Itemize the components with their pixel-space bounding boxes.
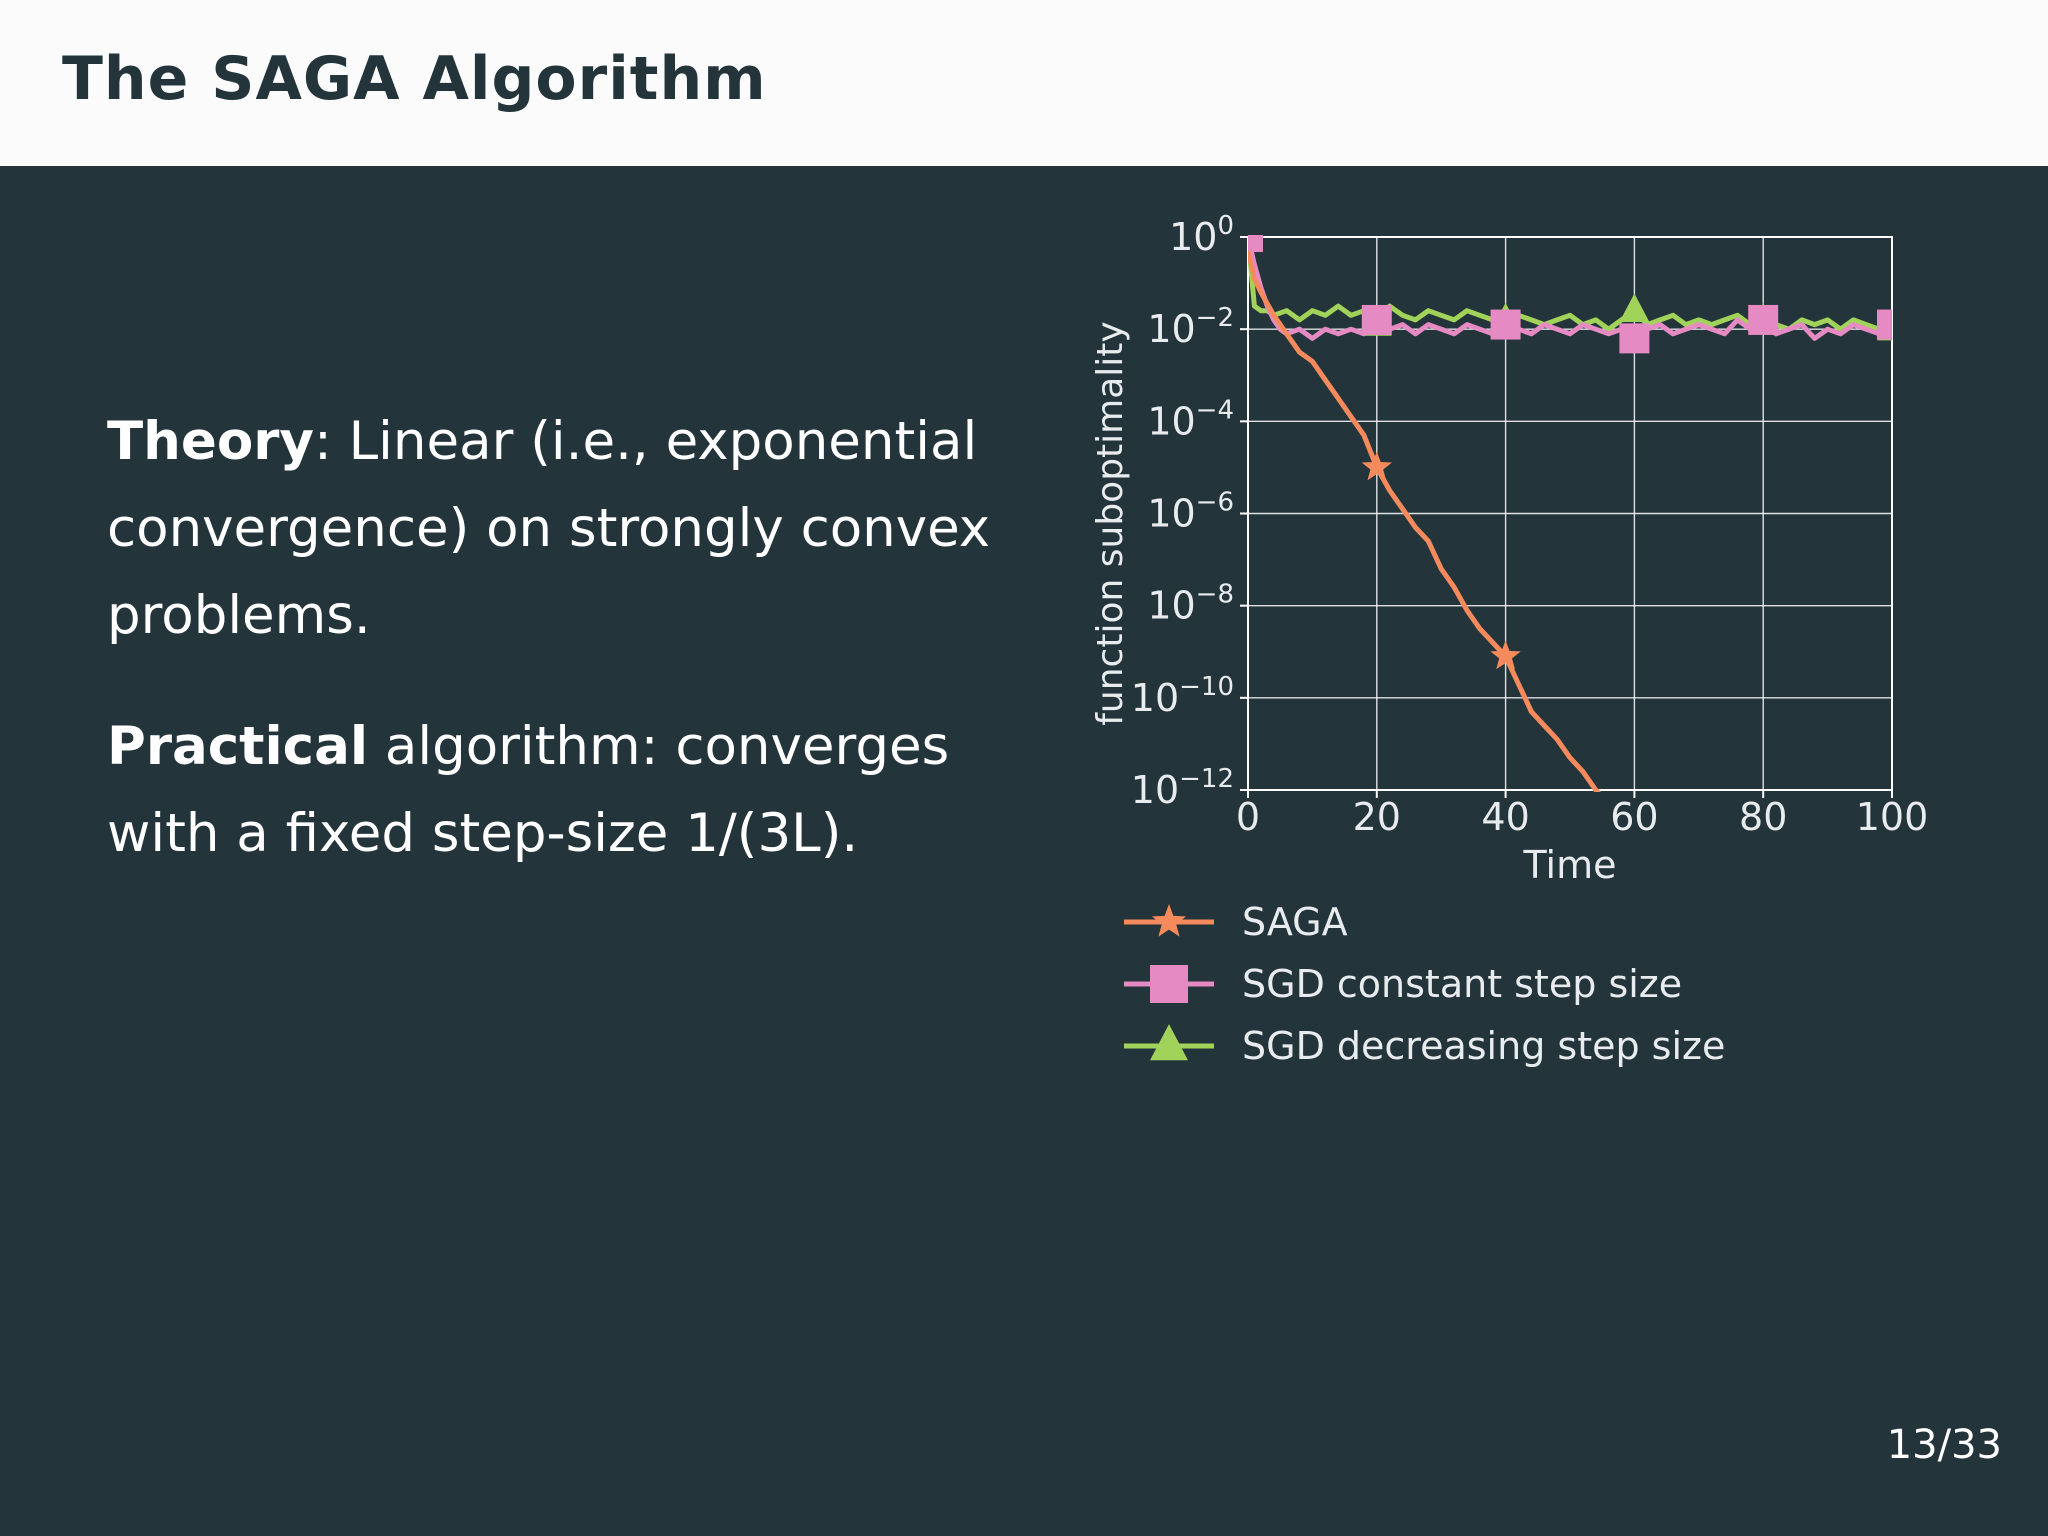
theory-heading: Theory <box>107 411 314 472</box>
x-tick-label-2: 40 <box>1481 795 1529 839</box>
x-tick-label-1: 20 <box>1353 795 1401 839</box>
series-1-marker-5 <box>1877 309 1892 340</box>
legend-label-0: SAGA <box>1242 900 1348 944</box>
practical-heading: Practical <box>107 716 369 777</box>
legend-marker-0 <box>1151 904 1187 937</box>
slide-body: Theory: Linear (i.e., exponential conver… <box>107 398 1007 921</box>
theory-paragraph: Theory: Linear (i.e., exponential conver… <box>107 398 1007 659</box>
series-1-marker-1 <box>1361 304 1392 335</box>
y-tick-label-1: 10−2 <box>1147 303 1234 351</box>
series-2-marker-3 <box>1619 293 1650 322</box>
series-0-marker-0 <box>1361 451 1392 481</box>
practical-line-1: algorithm: converges <box>368 716 950 777</box>
series-1 <box>1248 235 1892 354</box>
y-tick-label-0: 100 <box>1169 211 1234 259</box>
y-tick-label-6: 10−12 <box>1131 764 1234 812</box>
practical-paragraph: Practical algorithm: converges with a fi… <box>107 703 1007 877</box>
series-0 <box>1248 250 1602 792</box>
y-tick-label-3: 10−6 <box>1147 488 1234 536</box>
series-1-marker-4 <box>1748 304 1779 335</box>
y-tick-label-5: 10−10 <box>1131 672 1234 720</box>
series-1-marker-2 <box>1490 309 1521 340</box>
series-line-1 <box>1248 236 1892 341</box>
series-line-0 <box>1248 250 1602 792</box>
theory-line-2: convergence) on strongly convex <box>107 498 991 559</box>
y-tick-label-2: 10−4 <box>1147 395 1234 443</box>
legend-marker-2 <box>1150 1024 1188 1061</box>
page-number: 13/33 <box>1886 1422 2002 1468</box>
theory-line-3: problems. <box>107 585 371 646</box>
legend-label-2: SGD decreasing step size <box>1242 1024 1725 1068</box>
slide-title: The SAGA Algorithm <box>62 44 767 114</box>
legend-marker-1 <box>1150 965 1188 1003</box>
y-axis-label: function suboptimality <box>1090 321 1131 725</box>
x-tick-label-5: 100 <box>1856 795 1929 839</box>
chart-series <box>1248 235 1892 792</box>
title-bar: The SAGA Algorithm <box>0 0 2048 166</box>
series-0-marker-1 <box>1490 640 1521 670</box>
series-1-marker-3 <box>1619 323 1650 354</box>
series-line-2 <box>1248 236 1892 337</box>
theory-line-1: : Linear (i.e., exponential <box>313 411 978 472</box>
x-tick-label-0: 0 <box>1236 795 1260 839</box>
series-1-marker-0 <box>1248 235 1263 252</box>
y-tick-label-4: 10−8 <box>1147 580 1234 628</box>
practical-line-2: with a fixed step-size 1/(3L). <box>107 803 859 864</box>
x-tick-label-4: 80 <box>1739 795 1787 839</box>
x-axis-label: Time <box>1523 843 1617 887</box>
x-tick-label-3: 60 <box>1610 795 1658 839</box>
chart-grid <box>1247 236 1893 791</box>
chart-legend: SAGA SGD constant step size SGD decreasing… <box>1124 900 1725 1068</box>
chart-ticks: 0 20 40 60 80 100 100 10−2 10−4 10−6 10−8 10−10 10−1… <box>1131 211 1929 839</box>
legend-label-1: SGD constant step size <box>1242 962 1682 1006</box>
